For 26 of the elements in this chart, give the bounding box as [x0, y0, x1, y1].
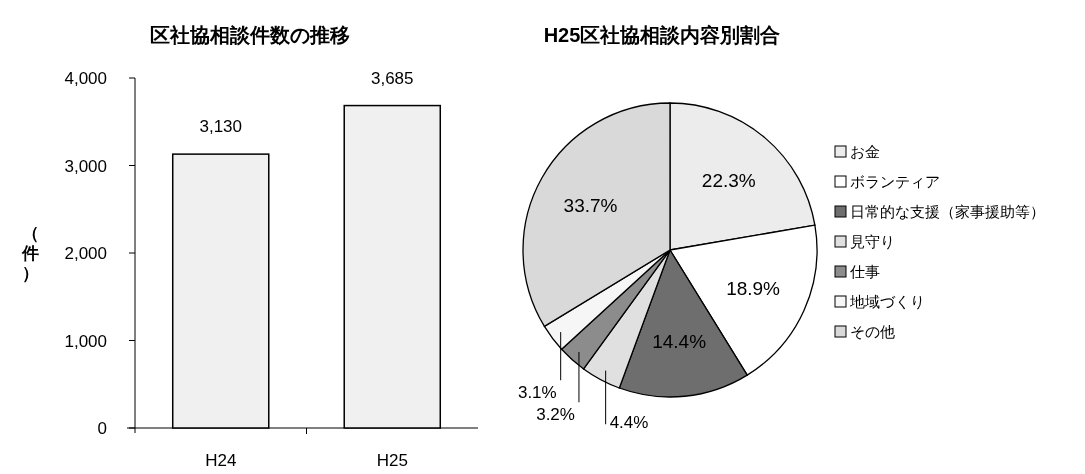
y-axis-title: （件）	[20, 224, 39, 283]
data-label: 3.2%	[536, 405, 575, 425]
x-tick-label: H25	[376, 451, 408, 470]
data-label: 3.1%	[517, 383, 557, 403]
legend-label: 地域づくり	[849, 293, 925, 310]
data-label: 4.4%	[609, 413, 649, 433]
chart-title: 区社協相談件数の推移	[150, 24, 350, 46]
data-label: 14.4%	[652, 330, 707, 352]
legend-label: お金	[850, 143, 880, 160]
chart-title: H25区社協相談内容別割合	[543, 24, 781, 46]
y-tick-label: 0	[97, 419, 107, 438]
data-label: 33.7%	[563, 195, 618, 217]
y-tick-label: 2,000	[64, 244, 107, 263]
data-label: 3,130	[199, 117, 243, 137]
y-tick-label: 1,000	[64, 331, 107, 351]
legend-label: ボランティア	[850, 173, 940, 190]
legend-label: 日常的な支援（家事援助等）	[850, 203, 1045, 220]
x-tick-label: H24	[205, 451, 237, 470]
y-tick-label: 3,000	[64, 156, 107, 176]
legend-label: その他	[850, 323, 895, 340]
y-tick-label: 4,000	[64, 69, 107, 88]
legend-label: 見守り	[850, 233, 895, 250]
data-label: 22.3%	[701, 170, 756, 192]
data-label: 18.9%	[726, 277, 781, 299]
data-label: 3,685	[370, 68, 414, 88]
legend-label: 仕事	[849, 263, 880, 280]
